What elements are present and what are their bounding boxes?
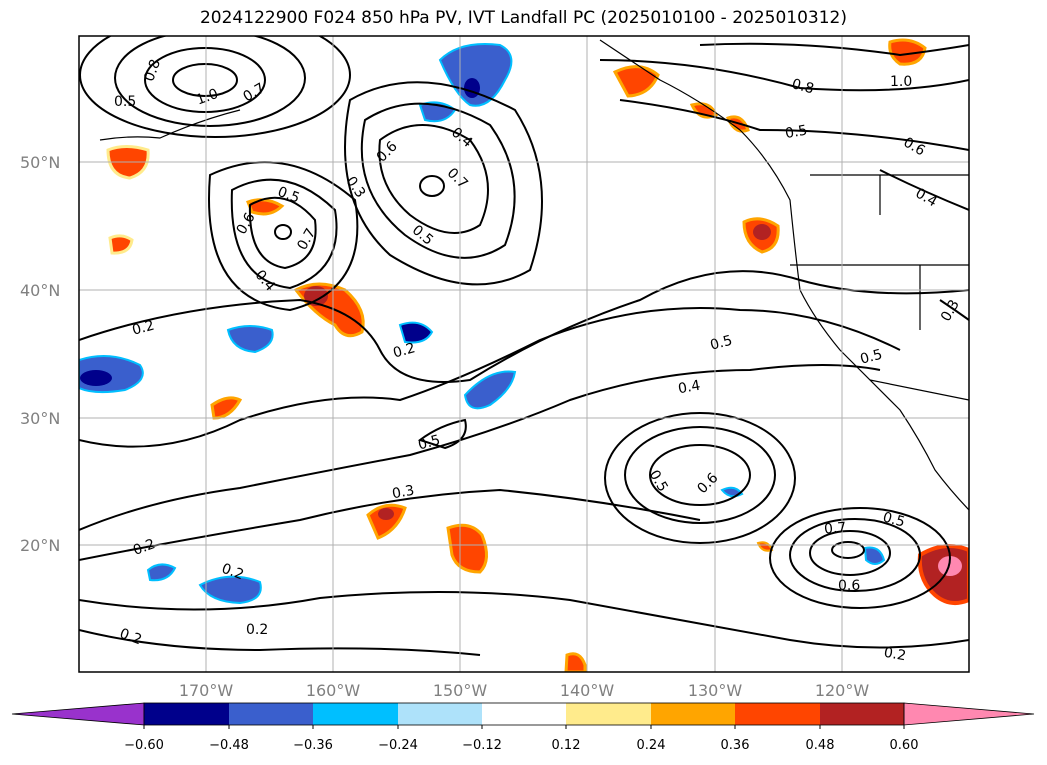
contour-label: 0.2 — [117, 626, 143, 649]
colorbar-segment — [735, 703, 820, 725]
latitude-labels: 50°N 40°N 30°N 20°N — [20, 153, 60, 555]
contour-label: 0.2 — [219, 561, 245, 584]
colorbar-segment — [313, 703, 398, 725]
graticule — [79, 36, 969, 672]
colorbar-segment — [566, 703, 651, 725]
colorbar-segment — [820, 703, 904, 725]
lat-label-20n: 20°N — [20, 536, 60, 555]
lat-label-40n: 40°N — [20, 281, 60, 300]
contour-label: 0.8 — [790, 76, 816, 97]
lon-label-150w: 150°W — [433, 681, 488, 700]
colorbar-extend-high — [903, 702, 1035, 726]
colorbar-tick-label: 0.60 — [890, 738, 919, 753]
colorbar-tick-label: −0.36 — [293, 738, 333, 753]
colorbar-tick-label: 0.12 — [552, 738, 581, 753]
lat-label-30n: 30°N — [20, 409, 60, 428]
colorbar-segment — [144, 703, 229, 725]
coastlines — [99, 39, 969, 511]
lon-label-170w: 170°W — [179, 681, 234, 700]
colorbar-tick-label: 0.48 — [806, 738, 835, 753]
contour-label: 0.7 — [823, 520, 847, 538]
contour-label: 0.5 — [858, 347, 884, 368]
contour-label: 0.2 — [130, 318, 156, 339]
lon-label-160w: 160°W — [306, 681, 361, 700]
contour-label: 1.0 — [890, 74, 912, 90]
contour-label: 0.5 — [708, 333, 734, 354]
map-frame — [78, 35, 970, 673]
contour-label: 0.6 — [838, 578, 860, 594]
lat-label-50n: 50°N — [20, 153, 60, 172]
contour-label: 0.2 — [391, 340, 417, 361]
colorbar-tick-label: −0.24 — [378, 738, 418, 753]
contour-label: 0.5 — [784, 122, 809, 142]
contour-label: 0.5 — [275, 184, 301, 207]
contour-label: 0.8 — [141, 57, 164, 83]
contour-label: 0.4 — [677, 378, 702, 398]
lon-label-130w: 130°W — [688, 681, 743, 700]
contour-label: 0.5 — [114, 94, 136, 110]
contour-label: 0.2 — [131, 536, 157, 559]
colorbar-tick-label: −0.12 — [462, 738, 502, 753]
pv-contours — [79, 36, 969, 656]
map-title: 2024122900 F024 850 hPa PV, IVT Landfall… — [199, 8, 847, 28]
colorbar-segment — [229, 703, 313, 725]
contour-label: 0.3 — [391, 483, 416, 503]
contour-label: 0.5 — [416, 432, 442, 453]
colorbar-tick-label: −0.48 — [209, 738, 249, 753]
contour-label: 0.5 — [881, 509, 907, 530]
map-plot-area — [79, 36, 969, 672]
colorbar: −0.60 −0.48 −0.36 −0.24 −0.12 0.12 0.24 … — [11, 702, 1035, 753]
colorbar-segment — [651, 703, 735, 725]
colorbar-extend-low — [11, 702, 145, 726]
contour-label: 0.2 — [246, 622, 268, 638]
colorbar-tick-label: −0.60 — [124, 738, 164, 753]
pv-shading — [79, 38, 969, 672]
longitude-labels: 170°W 160°W 150°W 140°W 130°W 120°W — [179, 681, 870, 700]
lon-label-140w: 140°W — [560, 681, 615, 700]
colorbar-segment — [398, 703, 482, 725]
lon-label-120w: 120°W — [815, 681, 870, 700]
colorbar-segment — [482, 703, 566, 725]
colorbar-tick-label: 0.36 — [721, 738, 750, 753]
colorbar-tick-label: 0.24 — [637, 738, 666, 753]
contour-label: 1.0 — [194, 86, 220, 109]
contour-label: 0.2 — [883, 645, 908, 665]
